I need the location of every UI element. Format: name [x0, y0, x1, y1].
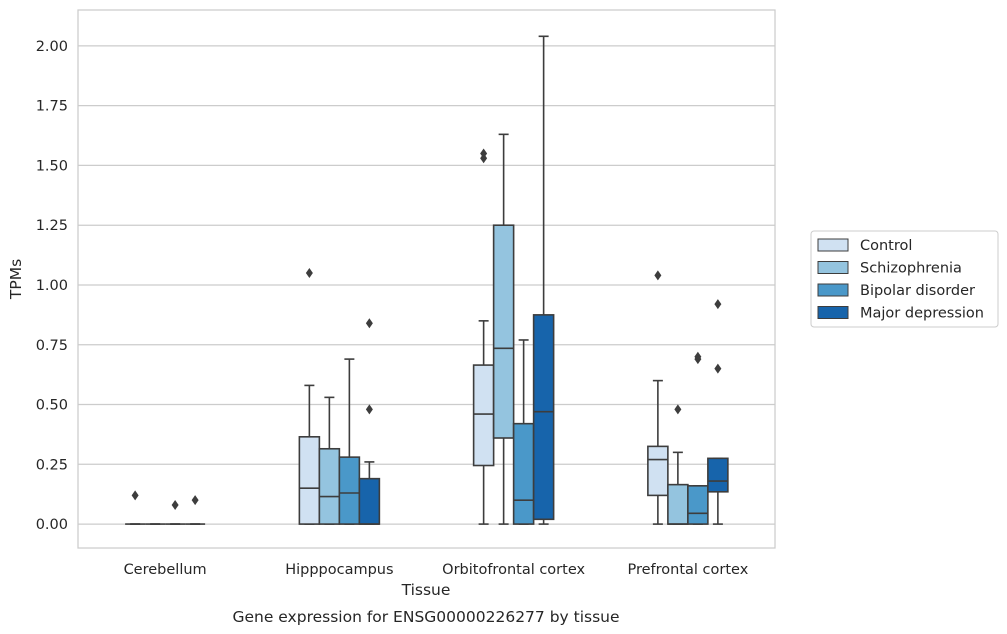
y-tick-label: 0.25 [36, 457, 68, 473]
legend-swatch [817, 306, 849, 319]
box [472, 364, 495, 467]
y-tick-label: 1.50 [36, 158, 68, 174]
box [298, 436, 321, 525]
box-group [298, 268, 321, 525]
box [647, 445, 669, 497]
outlier-point [191, 495, 199, 506]
y-tick-label: 0.75 [36, 338, 68, 354]
outlier-point [365, 318, 373, 329]
box-group [647, 270, 669, 525]
legend-swatch [817, 238, 849, 252]
box-group [492, 133, 515, 525]
outlier-point [654, 270, 662, 281]
box-group [687, 351, 709, 525]
outlier-point [365, 404, 373, 415]
box-group [532, 35, 555, 525]
y-tick-labels: 0.00 0.25 0.50 0.75 1.00 1.25 1.50 1.75 2.00 [36, 39, 68, 533]
box [512, 422, 535, 525]
box [667, 483, 689, 525]
chart-caption: Gene expression for ENSG00000226277 by t… [232, 608, 619, 626]
box-group [667, 404, 689, 525]
outlier-point [305, 268, 313, 279]
box [358, 477, 381, 525]
y-tick-label: 1.25 [36, 218, 68, 234]
outlier-point [171, 499, 179, 510]
box-plots [125, 35, 729, 525]
gridlines [78, 45, 775, 525]
y-tick-label: 0.50 [36, 398, 68, 414]
box-group [358, 318, 381, 525]
box-group [318, 396, 341, 525]
legend-swatch [817, 283, 849, 297]
box [318, 447, 341, 525]
outlier-point [714, 299, 722, 310]
outlier-point [674, 404, 682, 415]
legend-frame [810, 230, 999, 328]
outlier-point [714, 363, 722, 374]
outlier-point [131, 490, 139, 501]
box [532, 314, 555, 521]
box-group [185, 495, 206, 525]
y-tick-label: 0.00 [36, 517, 68, 533]
x-tick-labels: Cerebellum Hipppocampus Orbitofrontal cort… [124, 562, 749, 578]
x-tick-label: Prefrontal cortex [627, 562, 748, 578]
box [707, 457, 729, 493]
box-group [125, 490, 146, 525]
legend-label: Schizophrenia [860, 261, 962, 277]
box [687, 485, 709, 525]
legend-label: Bipolar disorder [860, 283, 975, 299]
x-tick-label: Cerebellum [124, 562, 207, 578]
legend-label: Control [860, 238, 912, 254]
x-tick-label: Orbitofrontal cortex [442, 562, 585, 578]
plot-area [77, 9, 776, 549]
y-tick-label: 2.00 [36, 39, 68, 55]
y-tick-label: 1.00 [36, 278, 68, 294]
box [338, 456, 361, 525]
x-axis-label: Tissue [401, 581, 451, 599]
box-group [512, 339, 535, 525]
x-tick-label: Hipppocampus [285, 562, 393, 578]
box-group [707, 299, 729, 525]
box-group [472, 148, 495, 525]
outlier-point [480, 148, 488, 159]
y-tick-label: 1.75 [36, 99, 68, 115]
y-axis-label: TPMs [7, 259, 25, 300]
legend-label: Major depression [860, 306, 984, 322]
legend: Control Schizophrenia Bipolar disorder Majo… [810, 230, 999, 328]
legend-swatch [817, 261, 849, 274]
box-group [165, 499, 186, 525]
box [492, 224, 515, 439]
outlier-point [694, 351, 702, 362]
